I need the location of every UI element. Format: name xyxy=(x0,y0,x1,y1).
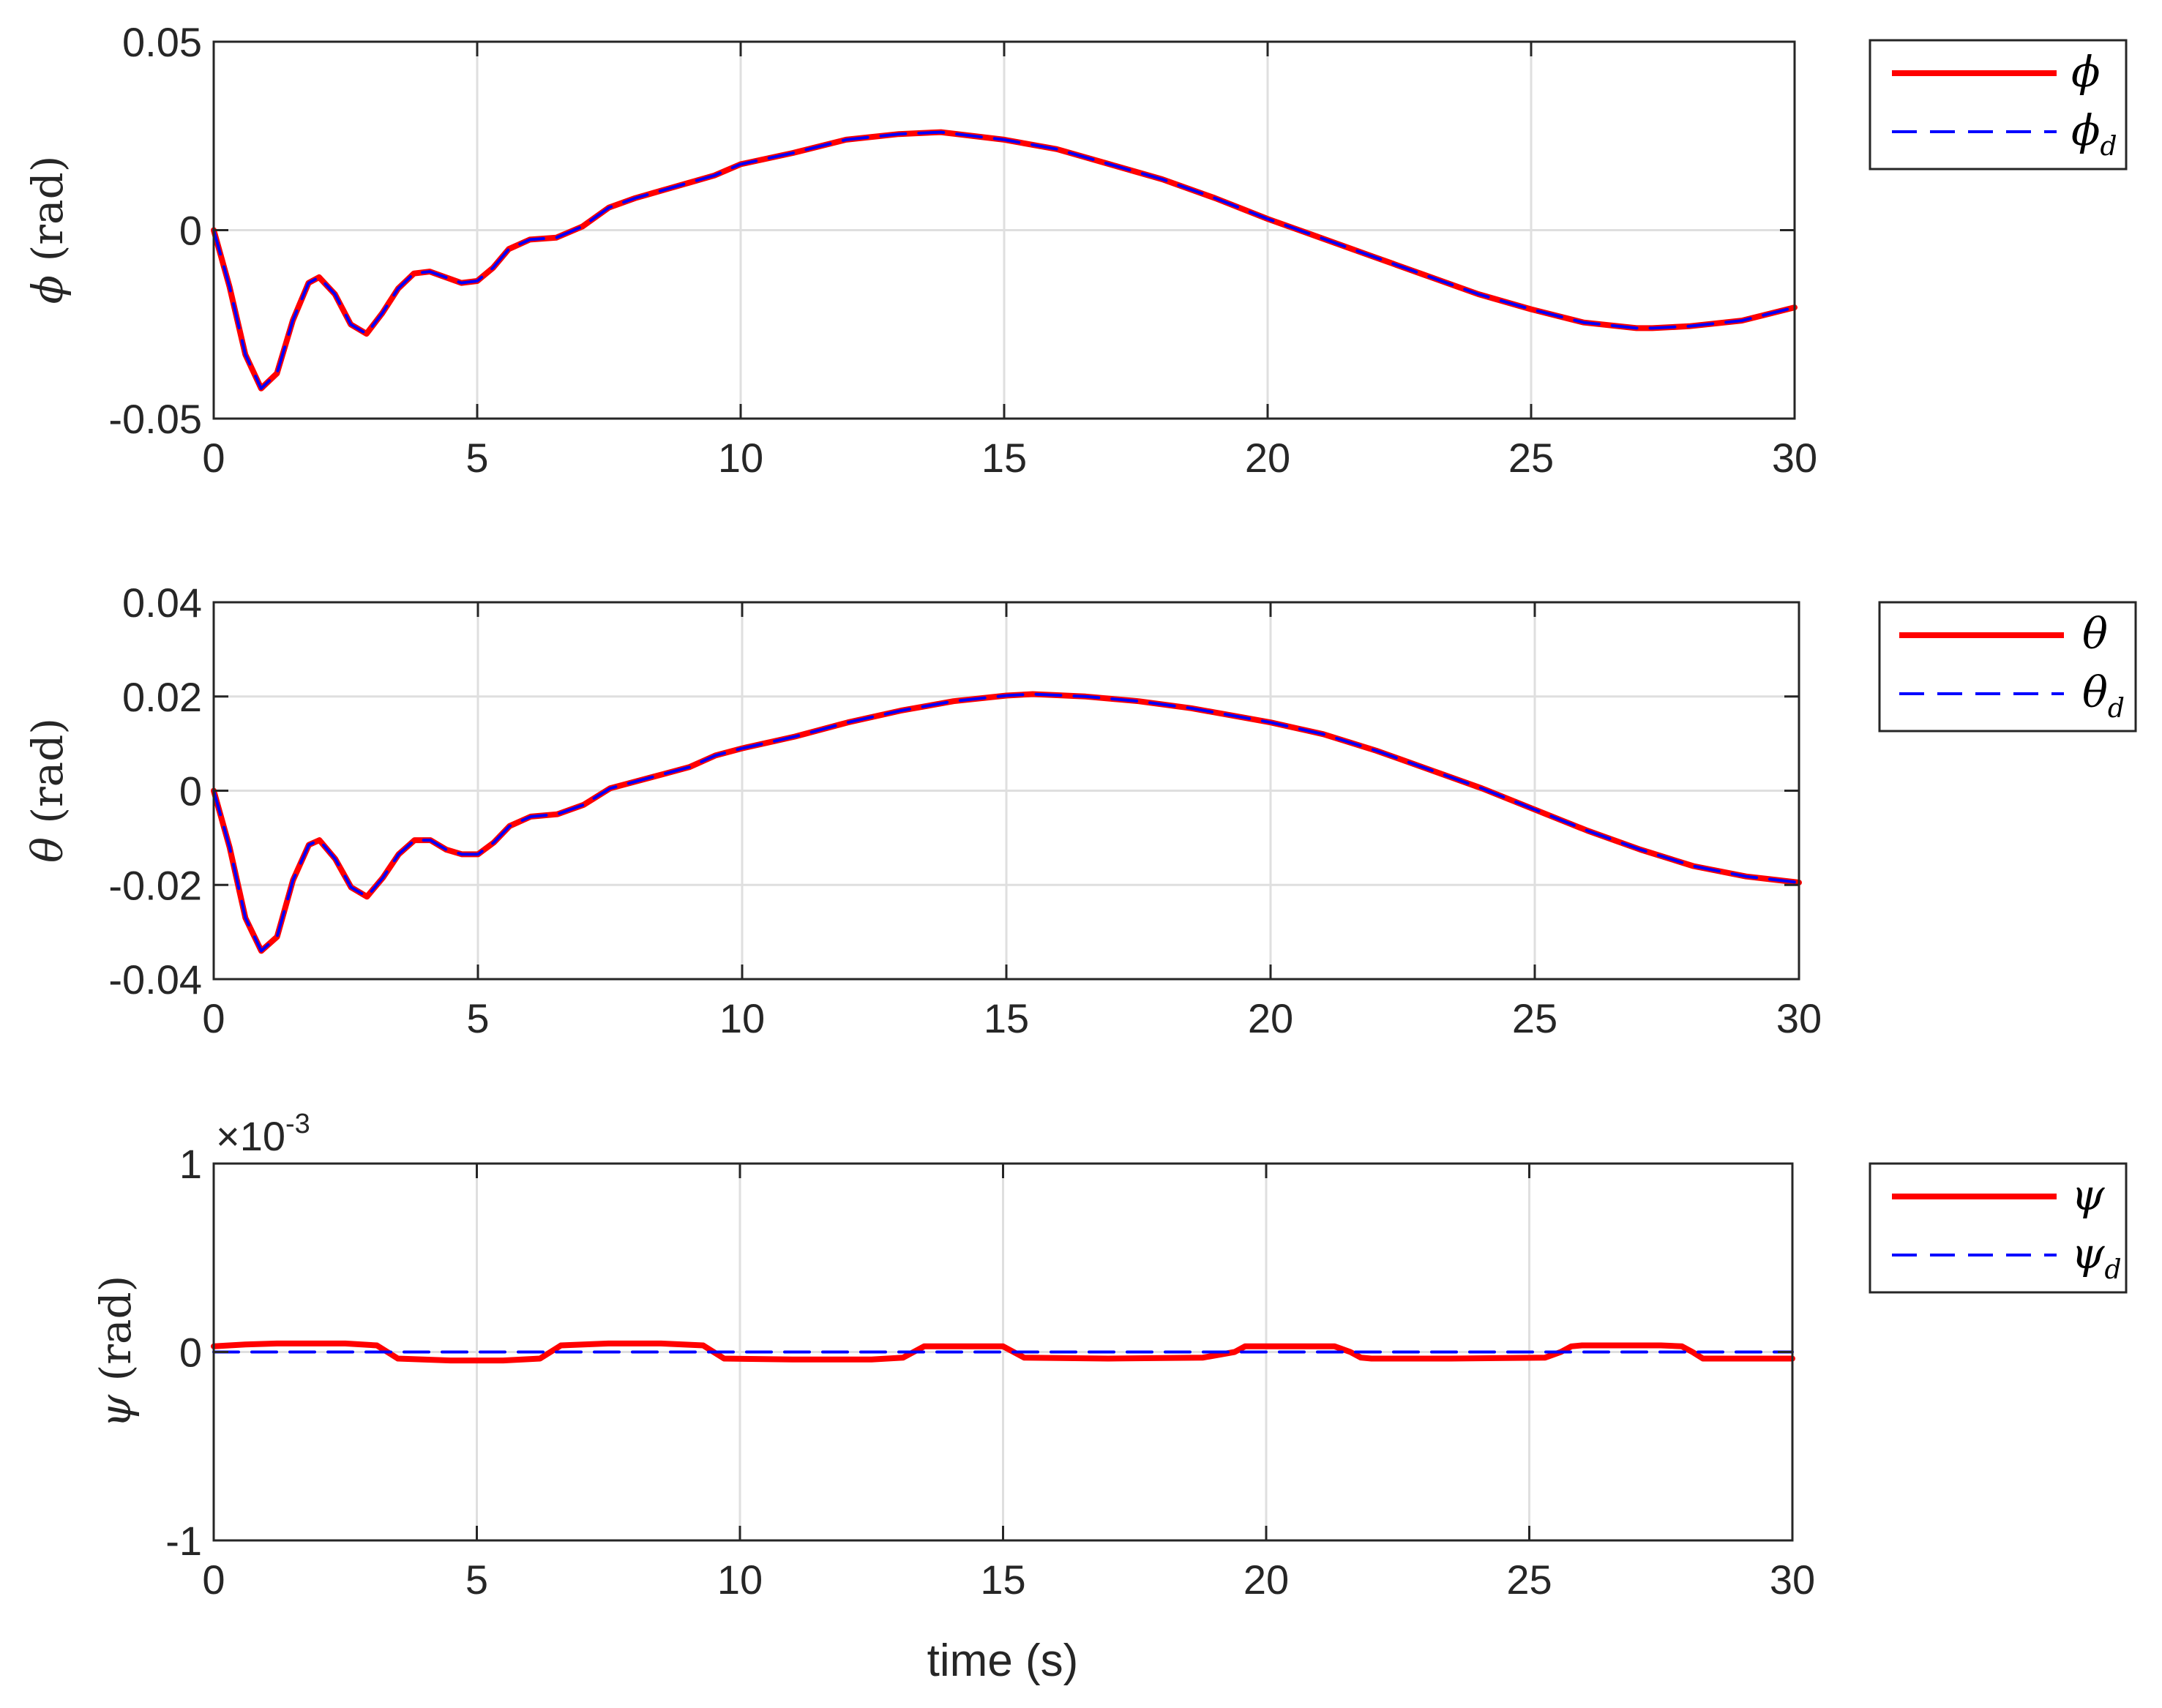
x-ticks-theta: 0 5 10 15 20 25 30 xyxy=(202,602,1822,1041)
grid-theta xyxy=(214,602,1799,979)
svg-text:θd: θd xyxy=(2082,667,2125,724)
y-tick-label-psi: -1 xyxy=(165,1518,202,1564)
y-tick-label-psi: 1 xyxy=(179,1141,202,1187)
y-tick-label-theta: -0.04 xyxy=(108,956,202,1003)
series-line-psi xyxy=(211,1340,1795,1364)
y-tick-label-phi: -0.05 xyxy=(108,396,202,442)
panel-theta: 0 5 10 15 20 25 30 -0.04 -0.02 0 0.02 0.04 θ (rad)… xyxy=(23,580,2137,1041)
series-line-theta-d xyxy=(212,692,1800,953)
legend-label-theta: θ xyxy=(2082,609,2108,659)
plot-area-psi xyxy=(211,1340,1795,1364)
ylabel-phi: ϕ (rad) xyxy=(23,156,72,304)
x-tick-label-phi: 10 xyxy=(718,435,763,481)
y-tick-label-phi: 0 xyxy=(179,208,202,254)
ylabel-theta: θ (rad) xyxy=(23,718,72,863)
x-tick-label-theta: 5 xyxy=(466,995,489,1041)
x-tick-label-phi: 5 xyxy=(465,435,488,481)
x-tick-label-theta: 30 xyxy=(1776,995,1822,1041)
y-tick-label-theta: 0 xyxy=(179,768,202,814)
x-tick-label-psi: 0 xyxy=(202,1557,225,1603)
x-tick-label-psi: 5 xyxy=(465,1557,488,1603)
panel-psi: 0 5 10 15 20 25 30 -101 ×10-3 ψ (rad) time (s)… xyxy=(91,1109,2128,1686)
y-ticks-phi: -0.05 0 0.05 xyxy=(108,19,1795,442)
svg-text:θ: θ xyxy=(2082,609,2108,659)
plot-area-theta xyxy=(211,691,1802,954)
x-tick-label-theta: 20 xyxy=(1248,995,1293,1041)
y-tick-label-theta: -0.02 xyxy=(108,862,202,908)
svg-text:ψd: ψd xyxy=(2071,1229,2122,1285)
grid-phi xyxy=(214,42,1795,419)
legend-psi: ψ ψd xyxy=(1869,1162,2128,1294)
y-ticks-psi: -1 0 1 xyxy=(165,1141,1792,1564)
x-tick-label-psi: 25 xyxy=(1506,1557,1552,1603)
exponent-label: ×10-3 xyxy=(216,1109,310,1159)
plot-area-phi xyxy=(211,129,1798,392)
svg-text:ϕ: ϕ xyxy=(2071,47,2101,97)
legend-label-phi: ϕ xyxy=(2071,47,2101,97)
legend-label-psi-d: ψ xyxy=(2071,1229,2105,1278)
x-tick-label-phi: 30 xyxy=(1772,435,1817,481)
x-tick-label-psi: 20 xyxy=(1243,1557,1289,1603)
y-tick-label-phi: 0.05 xyxy=(122,19,202,65)
legend-phi: ϕ ϕd xyxy=(1869,39,2128,171)
x-tick-label-theta: 10 xyxy=(719,995,765,1041)
series-line-phi-d xyxy=(212,130,1796,390)
y-ticks-theta: -0.04 -0.02 0 0.02 0.04 xyxy=(108,580,1799,1003)
x-tick-label-phi: 0 xyxy=(202,435,225,481)
svg-text:ψ: ψ xyxy=(2071,1170,2105,1220)
legend-theta: θ θd xyxy=(1878,601,2137,733)
x-tick-label-psi: 30 xyxy=(1770,1557,1815,1603)
y-tick-label-psi: 0 xyxy=(179,1330,202,1376)
x-tick-label-phi: 20 xyxy=(1245,435,1290,481)
x-tick-label-psi: 10 xyxy=(717,1557,763,1603)
x-ticks-psi: 0 5 10 15 20 25 30 xyxy=(202,1164,1815,1603)
legend-label-psi: ψ xyxy=(2071,1170,2105,1220)
x-tick-label-theta: 25 xyxy=(1512,995,1557,1041)
x-tick-label-theta: 15 xyxy=(984,995,1029,1041)
x-tick-label-theta: 0 xyxy=(202,995,225,1041)
x-ticks-phi: 0 5 10 15 20 25 30 xyxy=(202,42,1817,481)
xlabel-time: time (s) xyxy=(927,1636,1079,1686)
x-tick-label-phi: 15 xyxy=(981,435,1027,481)
x-tick-label-phi: 25 xyxy=(1508,435,1554,481)
ylabel-psi: ψ (rad) xyxy=(91,1276,141,1428)
legend-label-theta-d: θ xyxy=(2082,667,2108,717)
x-tick-label-psi: 15 xyxy=(980,1557,1025,1603)
legend-label-phi-d: ϕ xyxy=(2071,105,2101,155)
y-tick-label-theta: 0.02 xyxy=(122,674,202,720)
y-tick-label-theta: 0.04 xyxy=(122,580,202,626)
svg-text:ϕd: ϕd xyxy=(2071,105,2117,162)
